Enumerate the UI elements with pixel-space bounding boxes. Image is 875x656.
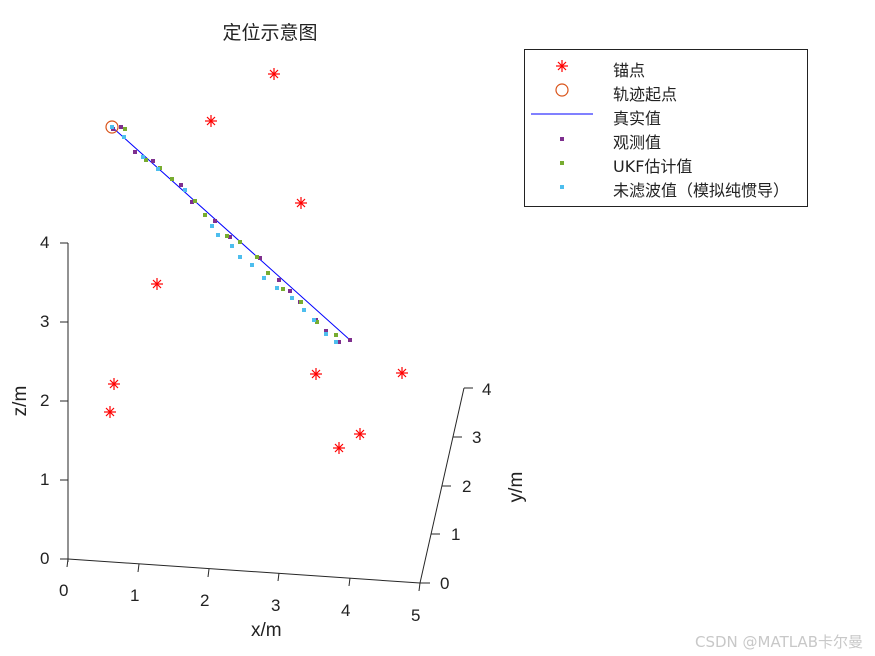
legend: 锚点 轨迹起点 真实值 观测值 UKF估计值 未滤波值（模拟纯惯导） (524, 49, 808, 207)
y-tick-4: 4 (482, 380, 492, 399)
line-icon (531, 113, 593, 115)
x-tick-3: 3 (271, 596, 281, 615)
legend-item-unfiltered: 未滤波值（模拟纯惯导） (525, 174, 809, 200)
series-UKF估计值 (123, 127, 338, 337)
x-tick-2: 2 (200, 591, 210, 610)
x-tick-5: 5 (411, 606, 421, 625)
z-tick-4: 4 (40, 233, 50, 252)
y-tick-3: 3 (472, 428, 482, 447)
z-axis-label: z/m (10, 385, 31, 417)
legend-item-anchor: 锚点 (525, 54, 809, 80)
z-tick-3: 3 (40, 312, 50, 331)
x-tick-1: 1 (130, 586, 140, 605)
x-axis (66, 558, 421, 592)
y-tick-2: 2 (462, 477, 472, 496)
series-未滤波值（模拟纯惯导） (110, 125, 338, 344)
legend-item-observed: 观测值 (525, 126, 809, 152)
legend-item-ukf: UKF估计值 (525, 150, 809, 176)
z-tick-1: 1 (40, 470, 50, 489)
square-marker-icon (560, 185, 564, 189)
circle-icon (555, 83, 569, 97)
watermark: CSDN @MATLAB卡尔曼 (695, 633, 863, 651)
series-锚点 (104, 68, 408, 454)
y-axis (419, 387, 473, 584)
square-marker-icon (560, 137, 564, 141)
z-tick-2: 2 (40, 391, 50, 410)
plot-layer (104, 68, 408, 454)
y-axis-label: y/m (506, 471, 527, 503)
square-marker-icon (560, 161, 564, 165)
legend-item-start: 轨迹起点 (525, 78, 809, 104)
y-tick-0: 0 (440, 574, 450, 593)
x-axis-label: x/m (251, 620, 282, 641)
x-tick-0: 0 (59, 581, 69, 600)
z-tick-0: 0 (40, 549, 50, 568)
series-轨迹起点 (105, 120, 119, 134)
z-axis (60, 242, 69, 562)
legend-item-true: 真实值 (525, 102, 809, 128)
asterisk-icon (556, 60, 568, 72)
chart-title: 定位示意图 (222, 22, 318, 44)
y-tick-1: 1 (451, 525, 461, 544)
x-tick-4: 4 (341, 601, 351, 620)
